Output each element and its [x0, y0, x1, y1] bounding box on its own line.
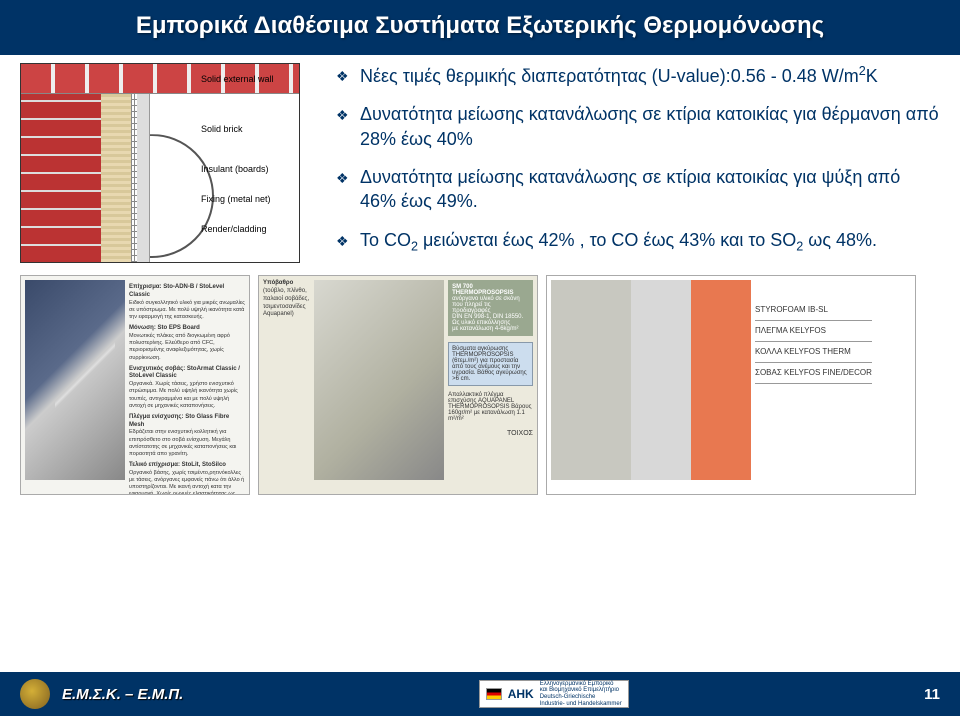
p1-t5: Οργανικό βάσης, χωρίς τσιμέντο,ρητινόκολ… — [129, 470, 244, 496]
panel-kelyfos-image — [551, 280, 751, 480]
panel-sto-text: Επίχρισμα: Sto-ADN-B / StoLevel Classic … — [129, 280, 245, 490]
panel-thermo: Υπόβαθρο (τούβλο, πλίνθο, παλαιοί σοβάδε… — [258, 275, 538, 495]
p3-l4: ΣΟΒΑΣ KELYFOS FINE/DECOR — [755, 363, 872, 384]
p1-t4: Εδράζεται στην ενισχυτική κολλητική για … — [129, 429, 236, 456]
title-block: Εμπορικά Διαθέσιμα Συστήματα Εξωτερικής … — [0, 0, 960, 55]
diagram-label-insulant: Insulant (boards) — [201, 164, 269, 175]
bullet-3-text: Δυνατότητα μείωσης κατανάλωσης σε κτίρια… — [360, 165, 940, 214]
bullet-4-pre: Το CO — [360, 230, 411, 250]
thermo-rightcol: Απαλλακτικό πλέγμα επισχύσης AQUAPANEL T… — [448, 392, 533, 422]
p2-col1-t: (τούβλο, πλίνθο, παλαιοί σοβάδες, τσιμεν… — [263, 288, 309, 317]
ahk-badge: AHK Ελληνογερμανικό Εμπορικό και Βιομηχα… — [479, 680, 629, 708]
bullet-1-sup: 2 — [859, 64, 866, 78]
ahk-flag-icon — [486, 688, 502, 700]
thermo-box: Βύσματα αγκύρωσης THERMOPROSOPSIS (6τεμ.… — [448, 342, 533, 386]
wall-curve — [149, 94, 299, 262]
sm-title: SM 700 THERMOPROSOPSIS — [452, 284, 513, 296]
p1-h2: Μόνωση: Sto EPS Board — [129, 325, 245, 333]
diamond-icon: ❖ — [336, 102, 350, 151]
panel-thermo-col1: Υπόβαθρο (τούβλο, πλίνθο, παλαιοί σοβάδε… — [263, 280, 310, 490]
ahk-text: AHK — [508, 687, 534, 701]
ahk-description: Ελληνογερμανικό Εμπορικό και Βιομηχανικό… — [540, 681, 622, 707]
bullet-3: ❖ Δυνατότητα μείωσης κατανάλωσης σε κτίρ… — [336, 165, 940, 214]
p1-h3: Ενισχυτικός σοβάς: StoArmat Classic / St… — [129, 366, 245, 382]
p2-col1-h: Υπόβαθρο — [263, 280, 293, 286]
p1-h4: Πλέγμα ενίσχυσης: Sto Glass Fibre Mesh — [129, 414, 245, 430]
wall-brick-layer — [21, 94, 101, 262]
footer-center: AHK Ελληνογερμανικό Εμπορικό και Βιομηχα… — [183, 680, 924, 708]
bullet-1-post: K — [866, 66, 878, 86]
wall-diagram: Solid external wall Solid brick Insulant… — [20, 63, 300, 263]
sm-l5: με κατανάλωση 4-6kg/m² — [452, 326, 518, 332]
sm-l2: που πληρεί τις προδιαγραφές — [452, 302, 491, 314]
ahk-d3: Deutsch-Griechische — [540, 694, 596, 700]
diagram-label-brick: Solid brick — [201, 124, 243, 135]
diamond-icon: ❖ — [336, 63, 350, 88]
p3-l1: STYROFOAM IB-SL — [755, 300, 872, 321]
diamond-icon: ❖ — [336, 165, 350, 214]
diagram-label-render: Render/cladding — [201, 224, 267, 235]
ahk-d2: και Βιομηχανικό Επιμελητήριο — [540, 687, 619, 693]
bullet-4: ❖ Το CO2 μειώνεται έως 42% , το CO έως 4… — [336, 228, 940, 256]
p3-l2: ΠΛΕΓΜΑ KELYFOS — [755, 321, 872, 342]
bottom-panels: Επίχρισμα: Sto-ADN-B / StoLevel Classic … — [0, 275, 960, 495]
ahk-d1: Ελληνογερμανικό Εμπορικό — [540, 681, 614, 687]
bullet-4-mid: μειώνεται έως 42% , το CO έως 43% και το… — [418, 230, 796, 250]
panel-kelyfos: STYROFOAM IB-SL ΠΛΕΓΜΑ KELYFOS ΚΟΛΛΑ KEL… — [546, 275, 916, 495]
bullet-4-sub1: 2 — [411, 239, 418, 253]
p1-h5: Τελικό επίχρισμα: StoLit, StoSilco — [129, 462, 245, 470]
toixos-label: ΤΟΙΧΟΣ — [448, 430, 533, 437]
wall-insulant-layer — [101, 94, 131, 262]
p1-t2: Μονωτικές πλάκες από διογκωμένη αφρό πολ… — [129, 333, 230, 360]
slide: Εμπορικά Διαθέσιμα Συστήματα Εξωτερικής … — [0, 0, 960, 716]
bullet-4-post: ως 48%. — [803, 230, 877, 250]
panel-kelyfos-labels: STYROFOAM IB-SL ΠΛΕΓΜΑ KELYFOS ΚΟΛΛΑ KEL… — [755, 280, 872, 490]
bullet-2: ❖ Δυνατότητα μείωσης κατανάλωσης σε κτίρ… — [336, 102, 940, 151]
bullet-4-text: Το CO2 μειώνεται έως 42% , το CO έως 43%… — [360, 228, 940, 256]
footer-logo-icon — [20, 679, 50, 709]
bullet-1-text: Νέες τιμές θερμικής διαπερατότητας (U-va… — [360, 63, 940, 88]
footer-left-text: Ε.Μ.Σ.Κ. – Ε.Μ.Π. — [62, 686, 183, 703]
diagram-label-external-wall: Solid external wall — [201, 74, 274, 85]
diagram-label-fixing: Fixing (metal net) — [201, 194, 271, 205]
p1-t1: Ειδικό συγκολλητικό υλικό για μικρές ανω… — [129, 300, 245, 320]
footer: Ε.Μ.Σ.Κ. – Ε.Μ.Π. AHK Ελληνογερμανικό Εμ… — [0, 672, 960, 716]
panel-thermo-image — [314, 280, 444, 480]
content-row: Solid external wall Solid brick Insulant… — [0, 55, 960, 275]
ahk-d4: Industrie- und Handelskammer — [540, 701, 622, 707]
sm700-box: SM 700 THERMOPROSOPSIS ανόργανο υλικό σε… — [448, 280, 533, 336]
bullet-1-pre: Νέες τιμές θερμικής διαπερατότητας (U-va… — [360, 66, 859, 86]
page-number: 11 — [924, 686, 940, 703]
panel-sto: Επίχρισμα: Sto-ADN-B / StoLevel Classic … — [20, 275, 250, 495]
slide-title: Εμπορικά Διαθέσιμα Συστήματα Εξωτερικής … — [20, 10, 940, 41]
diamond-icon: ❖ — [336, 228, 350, 256]
p1-h1: Επίχρισμα: Sto-ADN-B / StoLevel Classic — [129, 284, 245, 300]
bullet-list: ❖ Νέες τιμές θερμικής διαπερατότητας (U-… — [336, 63, 940, 269]
panel-thermo-col3: SM 700 THERMOPROSOPSIS ανόργανο υλικό σε… — [448, 280, 533, 490]
p3-l3: ΚΟΛΛΑ KELYFOS THERM — [755, 342, 872, 363]
bullet-1: ❖ Νέες τιμές θερμικής διαπερατότητας (U-… — [336, 63, 940, 88]
wall-render-layer — [137, 94, 149, 262]
p1-t3: Οργανικά. Χωρίς τάσεις, χρήστο ενισχυτικ… — [129, 381, 238, 408]
wall-diagram-container: Solid external wall Solid brick Insulant… — [20, 63, 320, 269]
bullet-2-text: Δυνατότητα μείωσης κατανάλωσης σε κτίρια… — [360, 102, 940, 151]
panel-sto-image — [25, 280, 125, 480]
